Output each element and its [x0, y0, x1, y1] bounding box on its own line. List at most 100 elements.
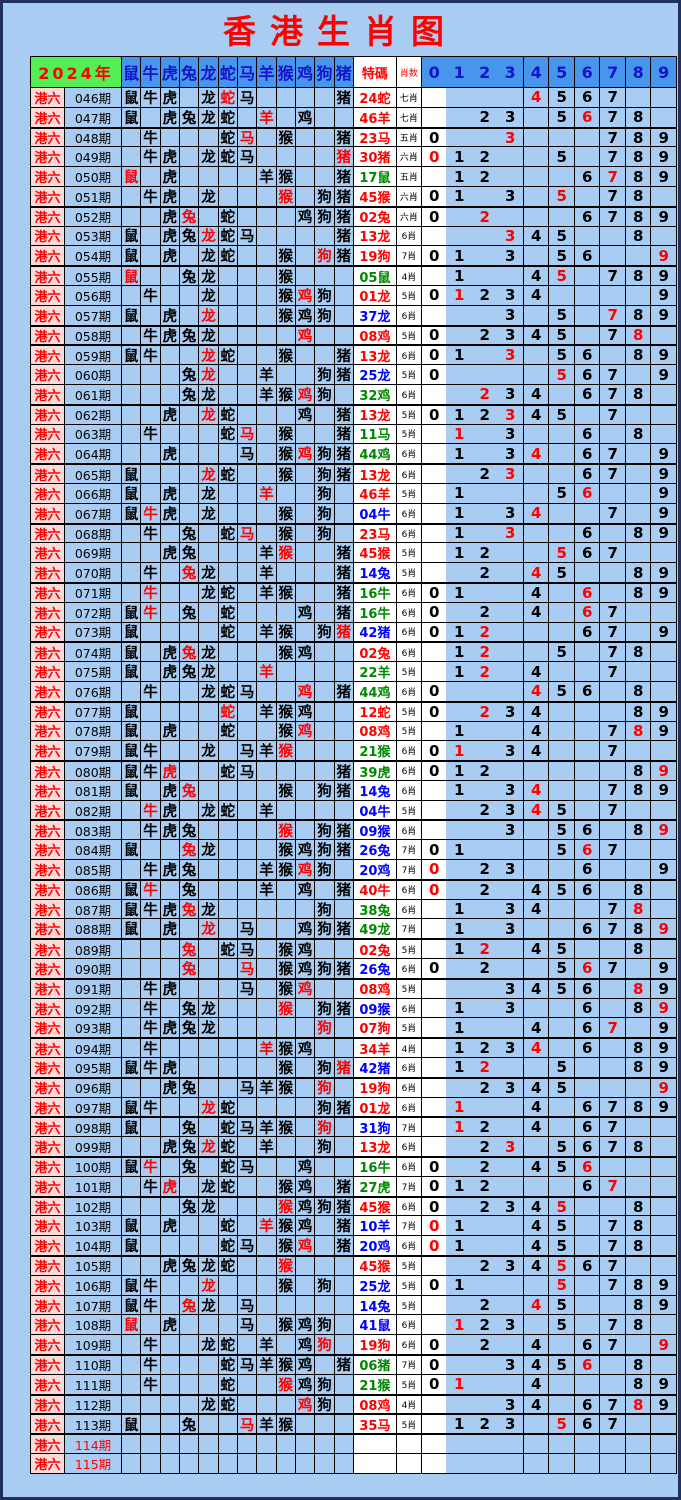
digit-cell [624, 959, 651, 978]
zodiac-cell [198, 1236, 217, 1256]
digit-cell [472, 1435, 498, 1453]
zodiac-header-cell: 龙 [198, 57, 218, 87]
zodiac-cell [256, 405, 275, 424]
row-prefix: 港六 [31, 1039, 64, 1058]
zodiac-cell: 牛 [140, 1295, 159, 1315]
digit-header-cell: 2 [471, 57, 498, 87]
zodiac-cell: 鸡 [294, 1236, 314, 1256]
digit-cell [420, 107, 447, 127]
zodiac-count-cell: 5肖 [395, 1415, 421, 1434]
zodiac-cell: 蛇 [217, 1158, 237, 1176]
zodiac-cell: 猴 [275, 1078, 295, 1097]
zodiac-cell [256, 147, 275, 167]
zodiac-cell: 鼠 [121, 622, 140, 642]
digit-cell [599, 1374, 625, 1394]
zodiac-cell: 鸡 [294, 1176, 314, 1196]
table-row: 港六 052期虎兔蛇鸡狗猪 02兔 六肖 0 2 6 7 8 9 [31, 205, 676, 226]
zodiac-cell: 牛 [140, 326, 159, 345]
digit-cell: 7 [599, 107, 625, 127]
table-row: 港六 064期虎马猴鸡狗猪 44鸡 6肖 1 3 4 6 7 9 [31, 443, 676, 464]
digit-cell [650, 880, 676, 899]
zodiac-cell: 牛 [140, 88, 159, 107]
digit-cell [420, 1435, 447, 1453]
digit-cell [548, 622, 574, 642]
zodiac-count-cell: 6肖 [395, 1097, 421, 1117]
zodiac-cell [275, 880, 295, 899]
digit-cell: 3 [504, 504, 516, 523]
digit-cell: 3 [504, 108, 516, 127]
zodiac-cell: 狗 [314, 899, 333, 919]
zodiac-cell: 猪 [333, 959, 353, 978]
zodiac-cell: 猴 [275, 267, 295, 285]
zodiac-cell: 马 [236, 524, 256, 543]
table-row: 港六 082期牛虎龙蛇羊 04牛 5肖 2 3 4 5 7 [31, 799, 676, 820]
zodiac-cell [236, 1039, 256, 1058]
digit-cell [548, 167, 574, 186]
zodiac-cell [159, 1453, 179, 1473]
row-period: 095期 [64, 1058, 121, 1077]
zodiac-cell: 鸡 [294, 1039, 314, 1058]
zodiac-cell: 鼠 [121, 899, 140, 919]
zodiac-count-cell: 6肖 [395, 1315, 421, 1335]
digit-cell [650, 899, 676, 919]
zodiac-cell [294, 128, 314, 147]
zodiac-count-cell: 7肖 [395, 840, 421, 860]
zodiac-cell [333, 1395, 353, 1414]
digit-cell: 6 [573, 483, 600, 503]
zodiac-cell: 牛 [140, 821, 159, 840]
zodiac-count-cell: 五肖 [395, 128, 421, 147]
zodiac-count-cell: 6肖 [395, 741, 421, 761]
zodiac-cell: 猪 [333, 1197, 353, 1216]
zodiac-cell [159, 346, 179, 365]
zodiac-cell: 虎 [159, 780, 179, 800]
zodiac-cell: 牛 [140, 1158, 159, 1176]
digit-cell: 0 [420, 1197, 447, 1216]
zodiac-cell [314, 167, 333, 186]
digit-cell: 9 [650, 998, 676, 1018]
digit-cell: 3 [504, 821, 516, 840]
table-row: 港六 079期鼠牛龙马羊猴 21猴 6肖 0 1 3 4 7 [31, 740, 676, 761]
digit-cell: 3 [504, 1197, 516, 1216]
zodiac-cell [159, 1097, 179, 1117]
zodiac-cell [314, 583, 333, 602]
zodiac-cell: 虎 [159, 88, 179, 107]
digit-cell: 7 [599, 267, 625, 285]
zodiac-cell: 牛 [140, 285, 159, 305]
zodiac-cell: 马 [236, 1315, 256, 1335]
zodiac-cell: 鼠 [121, 107, 140, 127]
row-prefix: 港六 [31, 285, 64, 305]
zodiac-cell [333, 503, 353, 523]
row-prefix: 港六 [31, 998, 64, 1018]
table-row: 港六 090期兔马猴鸡狗猪 26兔 6肖 0 2 5 6 7 9 [31, 958, 676, 978]
digit-cell [522, 305, 549, 325]
zodiac-cell [121, 444, 140, 464]
digit-cell [650, 384, 676, 404]
digit-cell [573, 1435, 600, 1453]
zodiac-cell: 猴 [275, 128, 295, 147]
row-prefix: 港六 [31, 1315, 64, 1335]
zodiac-cell: 鼠 [121, 643, 140, 662]
digit-cell: 5 [548, 1315, 574, 1335]
digit-cell: 6 [573, 681, 600, 701]
zodiac-cell: 羊 [256, 1039, 275, 1058]
zodiac-cell: 虎 [159, 1018, 179, 1038]
digit-cell: 7 [599, 207, 625, 226]
special-code-cell: 44鸡 [352, 681, 396, 701]
zodiac-cell [121, 365, 140, 384]
row-prefix: 港六 [31, 405, 64, 424]
digit-cell: 4 [522, 1356, 549, 1374]
row-prefix: 港六 [31, 959, 64, 978]
zodiac-cell [314, 226, 333, 246]
digit-cell [497, 643, 523, 661]
digit-cell [650, 1453, 676, 1473]
digit-cell [472, 129, 498, 147]
zodiac-cell [333, 1415, 353, 1434]
table-row: 港六 096期虎兔马羊猴狗 19狗 6肖 2 3 4 5 9 [31, 1076, 676, 1097]
special-code-cell: 06猪 [352, 1356, 396, 1374]
table-row: 港六 098期鼠兔蛇马羊猴狗 31狗 7肖 1 2 4 6 7 [31, 1116, 676, 1137]
zodiac-cell [333, 662, 353, 681]
zodiac-cell: 鼠 [121, 1118, 140, 1137]
zodiac-cell [140, 959, 159, 978]
zodiac-cell: 龙 [198, 681, 217, 701]
digit-cell: 6 [573, 1018, 600, 1038]
